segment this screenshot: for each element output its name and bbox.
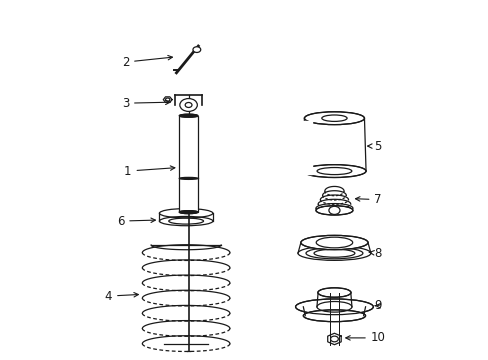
- Circle shape: [328, 206, 339, 215]
- Ellipse shape: [303, 310, 365, 321]
- Text: 2: 2: [122, 55, 172, 69]
- Bar: [179, 116, 198, 212]
- Text: 5: 5: [367, 140, 381, 153]
- Ellipse shape: [300, 235, 367, 249]
- Text: 9: 9: [374, 299, 381, 312]
- Text: 3: 3: [122, 97, 170, 110]
- Text: 8: 8: [368, 247, 381, 260]
- Text: 7: 7: [355, 193, 381, 206]
- Ellipse shape: [302, 165, 366, 177]
- Ellipse shape: [295, 299, 372, 315]
- Ellipse shape: [179, 114, 198, 117]
- Ellipse shape: [304, 112, 364, 125]
- Circle shape: [165, 98, 169, 101]
- Ellipse shape: [315, 206, 352, 215]
- Text: 6: 6: [117, 215, 155, 228]
- Text: 10: 10: [345, 332, 385, 345]
- Ellipse shape: [179, 211, 198, 213]
- Circle shape: [330, 336, 338, 342]
- Circle shape: [180, 99, 197, 111]
- Ellipse shape: [317, 288, 350, 297]
- Text: 4: 4: [104, 289, 138, 303]
- Bar: [297, 121, 311, 174]
- Text: 1: 1: [124, 165, 175, 177]
- Circle shape: [185, 103, 192, 108]
- Circle shape: [193, 47, 201, 53]
